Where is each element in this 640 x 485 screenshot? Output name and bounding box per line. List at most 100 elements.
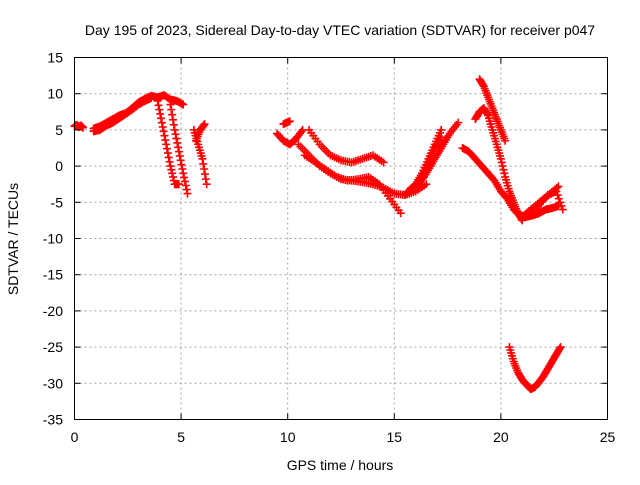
data-point: [297, 127, 306, 136]
data-point: [163, 144, 172, 153]
data-point: [164, 153, 173, 162]
data-point: [165, 157, 174, 166]
data-point: [478, 81, 487, 90]
x-tick-label: 15: [387, 429, 403, 445]
series-arc-6: [189, 125, 211, 189]
data-point: [499, 165, 508, 174]
series-arc-21: [505, 343, 565, 394]
data-point: [156, 109, 165, 118]
y-axis-label: SDTVAR / TECUs: [5, 183, 21, 295]
x-tick-label: 20: [493, 429, 509, 445]
data-point: [174, 147, 183, 156]
data-point: [154, 101, 163, 110]
data-point: [168, 169, 177, 178]
x-tick-label: 0: [71, 429, 79, 445]
data-point: [437, 133, 446, 142]
data-point: [174, 143, 183, 152]
data-point: [437, 125, 446, 134]
data-point: [553, 191, 562, 200]
data-point: [555, 344, 564, 353]
y-tick-label: -10: [43, 231, 63, 247]
series-arc-12: [305, 125, 388, 167]
series-arc-9: [279, 117, 294, 129]
data-point: [147, 94, 156, 103]
data-point: [554, 194, 563, 203]
data-point: [498, 162, 507, 171]
data-point: [167, 105, 176, 114]
data-point: [166, 162, 175, 171]
data-marks: [70, 75, 567, 394]
series-arc-18: [475, 75, 510, 145]
data-point: [454, 118, 463, 127]
y-tick-label: 10: [47, 86, 63, 102]
data-point: [183, 189, 192, 198]
data-point: [173, 138, 182, 147]
y-tick-label: -25: [43, 339, 63, 355]
data-point: [172, 134, 181, 143]
series-arc-20: [528, 182, 563, 218]
data-point: [500, 169, 509, 178]
data-point: [170, 125, 179, 134]
data-point: [556, 198, 565, 207]
data-point: [181, 181, 190, 190]
x-tick-label: 10: [280, 429, 296, 445]
data-point: [163, 149, 172, 158]
data-point: [199, 121, 208, 130]
data-point: [178, 164, 187, 173]
grid-lines: [74, 57, 608, 420]
data-point: [153, 96, 162, 105]
data-point: [167, 165, 176, 174]
series-arc-5: [166, 100, 192, 198]
data-point: [176, 156, 185, 165]
data-point: [554, 182, 563, 191]
data-point: [168, 115, 177, 124]
data-point: [379, 158, 388, 167]
x-tick-label: 5: [177, 429, 185, 445]
data-point: [169, 120, 178, 129]
x-axis-label: GPS time / hours: [287, 457, 394, 473]
y-tick-label: 0: [55, 158, 63, 174]
data-point: [166, 100, 175, 109]
x-tick-labels: 0 5 10 15 20 25: [71, 429, 616, 445]
data-point: [157, 114, 166, 123]
data-point: [483, 109, 492, 118]
data-point: [557, 201, 566, 210]
axis-ticks: [74, 57, 608, 420]
data-point: [558, 205, 567, 214]
y-tick-label: -15: [43, 267, 63, 283]
data-point: [180, 177, 189, 186]
x-tick-label: 25: [600, 429, 616, 445]
data-point: [182, 185, 191, 194]
data-point: [200, 170, 209, 179]
data-point: [159, 127, 168, 136]
series-arc-1: [70, 120, 88, 132]
data-point: [422, 180, 431, 189]
series-arc-8: [273, 125, 307, 149]
data-point: [168, 110, 177, 119]
data-point: [158, 123, 167, 132]
data-point: [396, 209, 405, 218]
series-arc-15: [418, 133, 446, 181]
data-point: [200, 120, 209, 129]
data-point: [179, 169, 188, 178]
y-tick-label: -20: [43, 303, 63, 319]
chart-title: Day 195 of 2023, Sidereal Day-to-day VTE…: [85, 22, 595, 38]
data-point: [200, 164, 209, 173]
data-point: [198, 154, 207, 163]
data-point: [201, 175, 210, 184]
data-point: [157, 118, 166, 127]
data-point: [175, 151, 184, 160]
series-arc-3: [89, 94, 156, 136]
series-arc-4: [153, 96, 183, 189]
data-point: [496, 154, 505, 163]
data-point: [497, 158, 506, 167]
series-arc-7: [192, 120, 209, 145]
data-point: [155, 105, 164, 114]
y-tick-labels: 15 10 5 0 -5 -10 -15 -20 -25 -30 -35: [43, 50, 63, 428]
series-arc-11: [300, 151, 405, 218]
data-point: [556, 343, 565, 352]
data-point: [180, 173, 189, 182]
y-tick-label: -30: [43, 375, 63, 391]
